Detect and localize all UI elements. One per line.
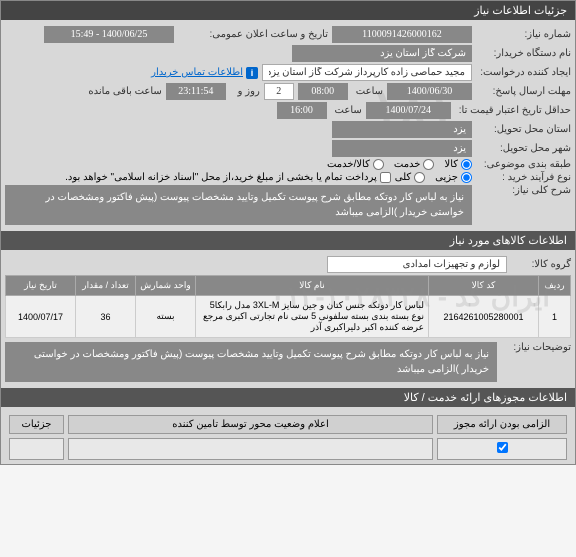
license-checkbox[interactable]	[497, 442, 508, 453]
category-radio-2[interactable]	[423, 159, 434, 170]
hour-label-1: ساعت	[352, 86, 383, 97]
cell-code: 2164261005280001	[429, 296, 539, 338]
category-radio-3[interactable]	[373, 159, 384, 170]
remaining-label: ساعت باقی مانده	[82, 86, 162, 97]
goods-table-section: ردیف کد کالا نام کالا واحد شمارش تعداد /…	[5, 275, 571, 338]
cell-name: لباس کار دوتکه جنس کتان و جین سایز 3XL-M…	[196, 296, 429, 338]
col-row: ردیف	[539, 276, 571, 296]
cell-qty: 36	[76, 296, 136, 338]
row-buyer-org: نام دستگاه خریدار:	[5, 45, 571, 62]
row-need-desc: شرح کلی نیاز: نیاز به لباس کار دوتکه مطا…	[5, 185, 571, 225]
category-radio-1[interactable]	[461, 159, 472, 170]
purchase-radio-1[interactable]	[461, 172, 472, 183]
col-name: نام کالا	[196, 276, 429, 296]
purchase-type-radio-group: جزیی کلی	[395, 172, 472, 183]
purchase-opt2[interactable]: کلی	[395, 172, 425, 183]
row-goods-notes: توضیحات نیاز: نیاز به لباس کار دوتکه مطا…	[5, 342, 571, 382]
licenses-area: الزامی بودن ارائه مجوز اعلام وضعیت محور …	[1, 407, 575, 464]
day-label: روز و	[230, 86, 260, 97]
col-date: تاریخ نیاز	[6, 276, 76, 296]
contact-link[interactable]: i اطلاعات تماس خریدار	[151, 67, 258, 79]
category-opt2[interactable]: خدمت	[394, 159, 435, 170]
table-row: 12164261005280001لباس کار دوتکه جنس کتان…	[6, 296, 571, 338]
row-deadline: مهلت ارسال پاسخ: ساعت روز و ساعت باقی ما…	[5, 83, 571, 100]
deadline-label: مهلت ارسال پاسخ:	[476, 86, 571, 97]
category-label: طبقه بندی موضوعی:	[476, 159, 571, 170]
licenses-header-text: اطلاعات مجوزهای ارائه خدمت / کالا	[404, 392, 567, 404]
row-need-number: شماره نیاز: تاریخ و ساعت اعلان عمومی:	[5, 26, 571, 43]
page-title: جزئیات اطلاعات نیاز	[474, 5, 567, 17]
main-container: جزئیات اطلاعات نیاز ۱۸۱ شماره نیاز: تاری…	[0, 0, 576, 465]
goods-group-label: گروه کالا:	[511, 259, 571, 270]
deadline-hour-field	[298, 83, 348, 100]
form-area: ۱۸۱ شماره نیاز: تاریخ و ساعت اعلان عمومی…	[1, 20, 575, 231]
goods-form-area: ایران کد - ۱۰۲۸۳۲۸-۰۱۲ گروه کالا: ردیف ک…	[1, 250, 575, 388]
need-desc-label: شرح کلی نیاز:	[476, 185, 571, 196]
goods-header: اطلاعات کالاهای مورد نیاز	[1, 231, 575, 250]
category-opt1[interactable]: کالا	[444, 159, 472, 170]
need-number-field	[332, 26, 472, 43]
public-announce-label: تاریخ و ساعت اعلان عمومی:	[178, 29, 328, 40]
days-remaining-field	[264, 83, 294, 100]
validity-date-field	[366, 102, 451, 119]
validity-hour-field	[277, 102, 327, 119]
bottom-check-cell	[437, 438, 567, 460]
row-purchase-type: نوع فرآیند خرید : جزیی کلی پرداخت تمام ی…	[5, 172, 571, 183]
remaining-time-field	[166, 83, 226, 100]
row-category: طبقه بندی موضوعی: کالا خدمت کالا/خدمت	[5, 159, 571, 170]
bottom-data-row	[5, 436, 571, 462]
row-validity: حداقل تاریخ اعتبار قیمت تا: ساعت	[5, 102, 571, 119]
purchase-opt1[interactable]: جزیی	[435, 172, 472, 183]
goods-table: ردیف کد کالا نام کالا واحد شمارش تعداد /…	[5, 275, 571, 338]
row-goods-group: گروه کالا:	[5, 256, 571, 273]
cell-date: 1400/07/17	[6, 296, 76, 338]
purchase-type-label: نوع فرآیند خرید :	[476, 172, 571, 183]
goods-notes-label: توضیحات نیاز:	[501, 342, 571, 353]
table-header-row: ردیف کد کالا نام کالا واحد شمارش تعداد /…	[6, 276, 571, 296]
hour-label-2: ساعت	[331, 105, 362, 116]
deadline-date-field	[387, 83, 472, 100]
validity-label: حداقل تاریخ اعتبار قیمت تا:	[455, 105, 571, 116]
bottom-empty-1	[68, 438, 433, 460]
contact-link-text: اطلاعات تماس خریدار	[151, 67, 243, 78]
purchase-note-text: پرداخت تمام یا بخشی از مبلغ خرید،از محل …	[65, 172, 377, 183]
goods-group-field	[327, 256, 507, 273]
requester-label: ایجاد کننده درخواست:	[476, 67, 571, 78]
cell-row: 1	[539, 296, 571, 338]
delivery-province-label: استان محل تحویل:	[476, 124, 571, 135]
row-requester: ایجاد کننده درخواست: i اطلاعات تماس خرید…	[5, 64, 571, 81]
bottom-col3: جزئیات	[9, 415, 64, 434]
page-header: جزئیات اطلاعات نیاز	[1, 1, 575, 20]
public-announce-field	[44, 26, 174, 43]
row-delivery-province: استان محل تحویل:	[5, 121, 571, 138]
buyer-org-field	[292, 45, 472, 62]
col-qty: تعداد / مقدار	[76, 276, 136, 296]
cell-unit: بسته	[136, 296, 196, 338]
buyer-org-label: نام دستگاه خریدار:	[476, 48, 571, 59]
delivery-province-field	[332, 121, 472, 138]
category-opt3[interactable]: کالا/خدمت	[327, 159, 384, 170]
info-icon: i	[246, 67, 258, 79]
purchase-radio-2[interactable]	[414, 172, 425, 183]
purchase-note-checkbox[interactable]	[380, 172, 391, 183]
need-number-label: شماره نیاز:	[476, 29, 571, 40]
bottom-col1: الزامی بودن ارائه مجوز	[437, 415, 567, 434]
requester-field	[262, 64, 472, 81]
row-delivery-city: شهر محل تحویل:	[5, 140, 571, 157]
col-code: کد کالا	[429, 276, 539, 296]
bottom-col2: اعلام وضعیت محور توسط تامین کننده	[68, 415, 433, 434]
bottom-empty-2	[9, 438, 64, 460]
col-unit: واحد شمارش	[136, 276, 196, 296]
category-radio-group: کالا خدمت کالا/خدمت	[327, 159, 472, 170]
licenses-header: اطلاعات مجوزهای ارائه خدمت / کالا	[1, 388, 575, 407]
purchase-note-check[interactable]: پرداخت تمام یا بخشی از مبلغ خرید،از محل …	[65, 172, 391, 183]
need-desc-box: نیاز به لباس کار دوتکه مطابق شرح پیوست ت…	[5, 185, 472, 225]
bottom-row: الزامی بودن ارائه مجوز اعلام وضعیت محور …	[5, 413, 571, 436]
delivery-city-label: شهر محل تحویل:	[476, 143, 571, 154]
goods-notes-box: نیاز به لباس کار دوتکه مطابق شرح پیوست ت…	[5, 342, 497, 382]
goods-header-text: اطلاعات کالاهای مورد نیاز	[450, 235, 567, 247]
delivery-city-field	[332, 140, 472, 157]
